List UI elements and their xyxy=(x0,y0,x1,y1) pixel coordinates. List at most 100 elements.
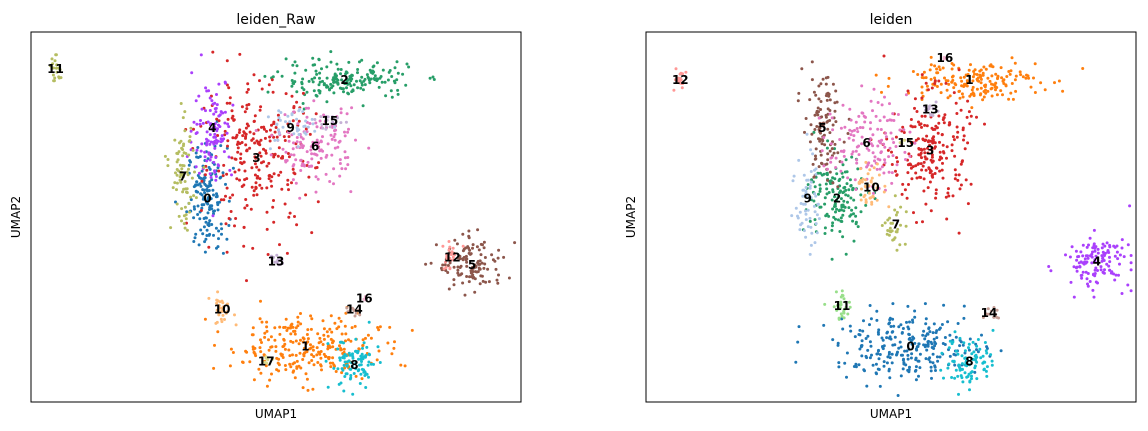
point-cluster-6 xyxy=(871,109,874,113)
point-cluster-4 xyxy=(1101,270,1105,274)
point-cluster-0 xyxy=(926,342,930,346)
point-cluster-1 xyxy=(911,70,915,73)
point-cluster-6 xyxy=(873,155,877,159)
point-cluster-9 xyxy=(313,129,317,133)
point-cluster-14 xyxy=(358,313,362,317)
point-cluster-11 xyxy=(57,76,61,80)
point-cluster-1 xyxy=(933,76,937,80)
point-cluster-4 xyxy=(1100,254,1104,258)
point-cluster-4 xyxy=(1099,268,1103,272)
point-cluster-6 xyxy=(301,162,305,166)
point-cluster-6 xyxy=(850,129,854,133)
point-cluster-9 xyxy=(813,210,817,214)
point-cluster-3 xyxy=(271,90,275,94)
point-cluster-3 xyxy=(268,139,272,143)
point-cluster-8 xyxy=(989,353,993,357)
point-cluster-0 xyxy=(934,369,937,372)
point-cluster-3 xyxy=(267,83,271,87)
point-cluster-1 xyxy=(259,350,263,354)
point-cluster-4 xyxy=(1080,273,1084,277)
cluster-label-15: 15 xyxy=(897,136,914,150)
point-cluster-2 xyxy=(375,61,379,65)
point-cluster-8 xyxy=(957,363,961,367)
point-cluster-8 xyxy=(367,320,371,324)
point-cluster-8 xyxy=(351,392,355,396)
point-cluster-1 xyxy=(984,91,988,95)
point-cluster-3 xyxy=(211,50,215,54)
point-cluster-5 xyxy=(820,142,824,146)
point-cluster-1 xyxy=(1061,89,1065,93)
point-cluster-1 xyxy=(294,353,298,357)
point-cluster-4 xyxy=(1090,252,1094,256)
point-cluster-2 xyxy=(300,80,304,84)
point-cluster-0 xyxy=(938,355,942,359)
point-cluster-1 xyxy=(984,83,988,87)
point-cluster-4 xyxy=(199,53,203,57)
point-cluster-4 xyxy=(1090,261,1094,265)
point-cluster-9 xyxy=(815,213,819,217)
point-cluster-12 xyxy=(679,78,683,82)
point-cluster-6 xyxy=(895,163,899,167)
point-cluster-4 xyxy=(1093,260,1097,264)
point-cluster-3 xyxy=(942,116,946,120)
point-cluster-0 xyxy=(959,340,963,344)
point-cluster-6 xyxy=(330,153,334,157)
point-cluster-9 xyxy=(809,180,813,184)
point-cluster-2 xyxy=(848,178,852,182)
point-cluster-11 xyxy=(52,66,56,70)
point-cluster-3 xyxy=(952,91,956,95)
point-cluster-0 xyxy=(935,336,939,340)
point-cluster-0 xyxy=(888,321,891,325)
point-cluster-4 xyxy=(205,89,209,93)
point-cluster-5 xyxy=(502,255,506,259)
point-cluster-3 xyxy=(267,161,271,165)
point-cluster-0 xyxy=(901,327,905,330)
point-cluster-0 xyxy=(202,188,206,192)
point-cluster-10 xyxy=(869,180,873,184)
point-cluster-5 xyxy=(816,106,820,110)
point-cluster-3 xyxy=(253,114,257,118)
point-cluster-1 xyxy=(251,326,255,330)
point-cluster-0 xyxy=(870,353,873,357)
point-cluster-6 xyxy=(349,190,353,194)
point-cluster-1 xyxy=(982,95,986,99)
point-cluster-2 xyxy=(854,206,858,210)
point-cluster-1 xyxy=(278,325,282,329)
point-cluster-4 xyxy=(1117,273,1120,277)
point-cluster-0 xyxy=(220,232,223,236)
point-cluster-13 xyxy=(929,113,933,117)
point-cluster-2 xyxy=(390,75,394,78)
point-cluster-8 xyxy=(359,372,363,376)
point-cluster-1 xyxy=(289,365,293,369)
point-cluster-2 xyxy=(812,130,816,134)
point-cluster-6 xyxy=(880,138,884,142)
point-cluster-4 xyxy=(1075,265,1079,269)
point-cluster-3 xyxy=(285,251,289,255)
point-cluster-4 xyxy=(210,99,214,103)
point-cluster-1 xyxy=(960,79,964,83)
y-axis-label: UMAP2 xyxy=(9,196,23,238)
point-cluster-5 xyxy=(846,132,850,135)
point-cluster-0 xyxy=(910,338,914,342)
point-cluster-3 xyxy=(217,169,221,173)
point-cluster-6 xyxy=(336,145,340,149)
point-cluster-0 xyxy=(889,325,893,328)
point-cluster-10 xyxy=(868,196,872,200)
point-cluster-2 xyxy=(392,79,396,83)
point-cluster-5 xyxy=(811,162,815,166)
point-cluster-5 xyxy=(507,276,511,280)
point-cluster-4 xyxy=(214,175,218,178)
point-cluster-3 xyxy=(946,191,950,195)
point-cluster-10 xyxy=(875,162,879,166)
point-cluster-11 xyxy=(836,303,840,307)
point-cluster-8 xyxy=(359,354,363,358)
point-cluster-4 xyxy=(213,132,217,136)
point-cluster-5 xyxy=(821,139,825,143)
point-cluster-0 xyxy=(218,200,222,204)
point-cluster-4 xyxy=(1103,268,1106,272)
point-cluster-4 xyxy=(1081,243,1085,247)
point-cluster-1 xyxy=(1001,79,1005,82)
point-cluster-0 xyxy=(200,203,204,207)
point-cluster-4 xyxy=(1074,249,1078,253)
